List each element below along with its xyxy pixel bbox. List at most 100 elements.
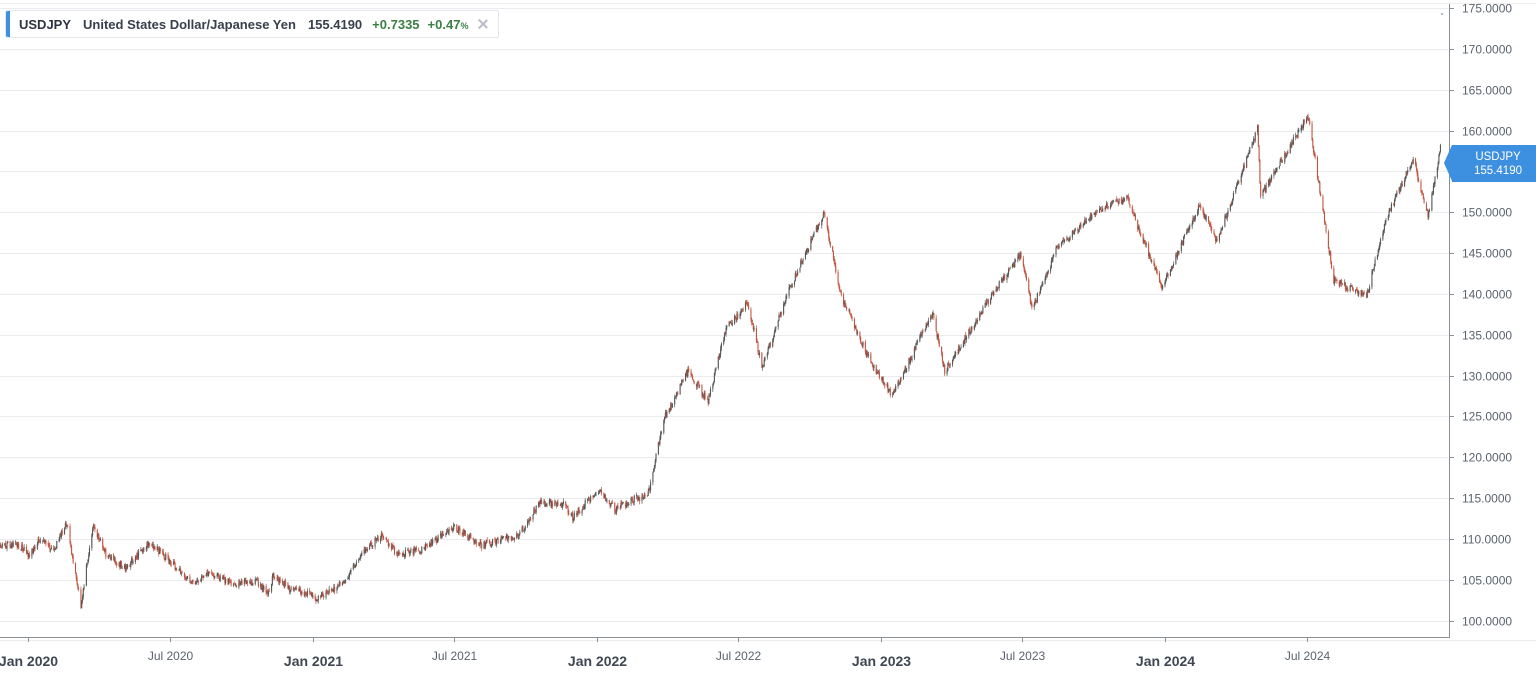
candle-up bbox=[867, 353, 870, 356]
candle-up bbox=[805, 252, 807, 254]
candle-up bbox=[668, 408, 670, 413]
candle-up bbox=[457, 527, 459, 534]
candle-down bbox=[1210, 224, 1212, 228]
candle-down bbox=[550, 499, 552, 507]
candle-down bbox=[1418, 180, 1420, 182]
candle-up bbox=[895, 385, 897, 392]
candle-down bbox=[1039, 293, 1041, 295]
candle-down bbox=[181, 572, 183, 574]
candle-down bbox=[53, 548, 55, 550]
candle-up bbox=[469, 534, 471, 537]
candle-down bbox=[298, 589, 300, 591]
candle-down bbox=[1351, 285, 1353, 287]
candle-down bbox=[246, 581, 249, 584]
candle-down bbox=[489, 544, 491, 546]
candle-down bbox=[887, 384, 889, 392]
candle-down bbox=[126, 565, 128, 568]
candle-down bbox=[538, 501, 540, 505]
candle-up bbox=[1232, 192, 1234, 199]
candle-down bbox=[1213, 230, 1215, 235]
candle-up bbox=[1183, 236, 1185, 245]
close-icon[interactable] bbox=[476, 17, 490, 31]
candle-up bbox=[549, 499, 551, 501]
candle-up bbox=[960, 347, 962, 349]
candle-up bbox=[610, 503, 612, 507]
candle-up bbox=[134, 556, 136, 562]
candle-down bbox=[1425, 203, 1427, 211]
candle-up bbox=[104, 549, 106, 552]
candle-down bbox=[636, 495, 638, 500]
candle-down bbox=[958, 346, 961, 351]
candle-up bbox=[753, 327, 755, 330]
candle-up bbox=[560, 503, 562, 505]
candle-down bbox=[267, 590, 269, 595]
candle-down bbox=[170, 563, 172, 565]
candle-down bbox=[922, 330, 924, 332]
candle-up bbox=[779, 312, 782, 316]
candle-down bbox=[1338, 282, 1340, 286]
candle-down bbox=[77, 584, 79, 589]
candle-down bbox=[682, 380, 684, 382]
candle-down bbox=[1028, 279, 1030, 291]
candle-up bbox=[539, 502, 541, 505]
candle-down bbox=[197, 580, 199, 582]
candle-up bbox=[92, 525, 94, 528]
candle-up bbox=[660, 432, 663, 434]
candle-up bbox=[1088, 219, 1090, 221]
candle-down bbox=[1094, 213, 1096, 216]
candle-up bbox=[663, 420, 665, 433]
candle-down bbox=[103, 550, 105, 552]
candle-down bbox=[1313, 146, 1315, 154]
candle-up bbox=[581, 509, 583, 514]
candle-down bbox=[80, 589, 82, 608]
candle-down bbox=[877, 371, 879, 372]
candle-up bbox=[545, 504, 547, 505]
candle-down bbox=[306, 594, 308, 596]
candle-up bbox=[1012, 264, 1014, 266]
candle-down bbox=[992, 293, 994, 296]
candle-down bbox=[34, 547, 36, 550]
candle-down bbox=[76, 577, 78, 584]
candle-up bbox=[1345, 287, 1347, 290]
y-tick-label: 125.0000 bbox=[1462, 410, 1512, 424]
candle-up bbox=[15, 542, 17, 544]
candle-down bbox=[1149, 253, 1151, 260]
candle-down bbox=[769, 342, 771, 347]
candle-down bbox=[1116, 199, 1119, 202]
candle-up bbox=[1165, 279, 1167, 283]
candle-down bbox=[942, 360, 944, 367]
candle-down bbox=[1035, 299, 1037, 302]
candle-up bbox=[169, 559, 171, 564]
candle-down bbox=[398, 552, 400, 554]
candle-down bbox=[124, 564, 126, 571]
candle-down bbox=[208, 571, 210, 573]
candle-up bbox=[1302, 120, 1305, 128]
candle-down bbox=[1344, 282, 1347, 290]
candle-up bbox=[26, 552, 28, 554]
candle-up bbox=[1034, 299, 1036, 306]
candle-up bbox=[272, 573, 274, 576]
candle-down bbox=[512, 537, 514, 539]
candle-up bbox=[108, 555, 110, 556]
candle-up bbox=[1398, 187, 1400, 192]
candle-down bbox=[1259, 160, 1261, 183]
candle-up bbox=[1400, 183, 1403, 186]
candle-up bbox=[153, 546, 155, 549]
candle-down bbox=[870, 353, 872, 362]
candle-down bbox=[832, 251, 834, 259]
candle-down bbox=[1421, 193, 1424, 194]
candle-down bbox=[334, 586, 336, 592]
candle-down bbox=[829, 242, 831, 247]
candle-up bbox=[736, 313, 738, 320]
candle-down bbox=[299, 588, 301, 593]
candle-down bbox=[948, 365, 950, 367]
candle-up bbox=[415, 547, 417, 551]
candle-up bbox=[1252, 143, 1254, 145]
candle-down bbox=[1316, 157, 1319, 179]
candle-up bbox=[1253, 139, 1255, 144]
candle-up bbox=[1227, 210, 1229, 215]
candle-up bbox=[744, 302, 747, 310]
y-tick-label: 140.0000 bbox=[1462, 288, 1512, 302]
candle-up bbox=[358, 559, 361, 560]
candle-up bbox=[7, 541, 9, 543]
